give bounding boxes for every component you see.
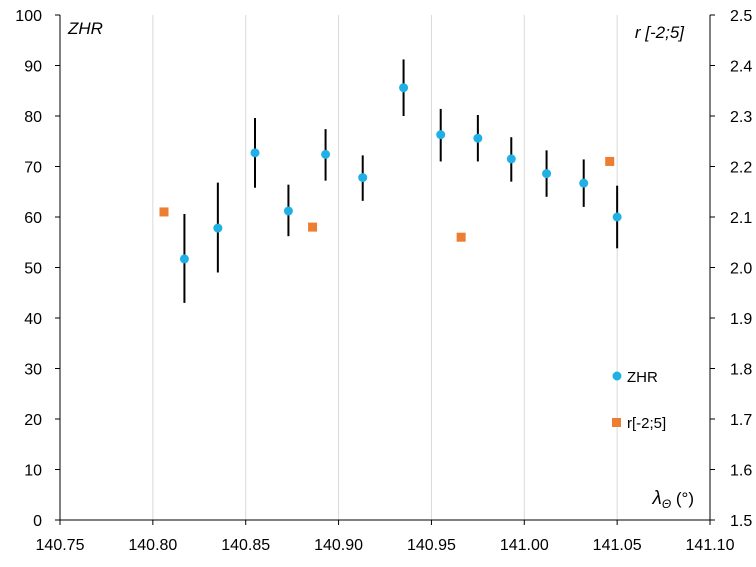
right-y-tick-label: 2.0 bbox=[730, 261, 752, 278]
x-tick-label: 140.85 bbox=[221, 537, 270, 554]
zhr-data-point bbox=[321, 149, 331, 159]
left-y-tick-label: 20 bbox=[24, 412, 42, 429]
zhr-data-point bbox=[213, 223, 223, 233]
right-y-tick-label: 1.8 bbox=[730, 362, 752, 379]
right-y-tick-label: 2.4 bbox=[730, 59, 752, 76]
legend-marker-r bbox=[612, 418, 621, 427]
right-y-tick-label: 2.3 bbox=[730, 109, 752, 126]
zhr-data-point bbox=[542, 169, 552, 179]
x-axis-title-main: λ bbox=[651, 488, 661, 509]
left-y-tick-label: 90 bbox=[24, 59, 42, 76]
right-axis-title-text: r [-2;5] bbox=[635, 23, 685, 42]
zhr-data-point bbox=[506, 154, 516, 164]
r-data-point bbox=[456, 232, 466, 242]
x-tick-label: 140.90 bbox=[314, 537, 363, 554]
data-points bbox=[159, 83, 622, 264]
right-axis-title: r [-2;5] bbox=[635, 23, 685, 42]
x-tick-label: 140.80 bbox=[128, 537, 177, 554]
left-y-tick-label: 10 bbox=[24, 463, 42, 480]
left-y-tick-labels: 0 10 20 30 40 50 60 70 80 90 100 bbox=[15, 8, 42, 530]
left-y-tick-label: 70 bbox=[24, 160, 42, 177]
x-tick-label: 140.75 bbox=[36, 537, 85, 554]
left-y-tick-label: 60 bbox=[24, 210, 42, 227]
r-data-point bbox=[308, 222, 318, 232]
x-axis-title: λΘ (°) bbox=[651, 488, 694, 511]
plot-background bbox=[60, 15, 710, 520]
zhr-data-point bbox=[399, 83, 409, 93]
legend-marker-zhr bbox=[612, 371, 622, 381]
r-data-point bbox=[605, 156, 615, 166]
right-y-tick-labels: 1.5 1.6 1.7 1.8 1.9 2.0 2.1 2.2 2.3 2.4 2.5 bbox=[730, 8, 752, 530]
left-y-tick-label: 50 bbox=[24, 261, 42, 278]
zhr-data-point bbox=[250, 148, 260, 158]
left-y-tick-label: 100 bbox=[15, 8, 42, 25]
zhr-data-point bbox=[358, 173, 368, 183]
right-y-tick-label: 2.5 bbox=[730, 8, 752, 25]
x-tick-label: 141.10 bbox=[686, 537, 735, 554]
right-y-tick-label: 1.5 bbox=[730, 513, 752, 530]
legend-label-r: r[-2;5] bbox=[627, 415, 666, 432]
right-y-tick-label: 1.7 bbox=[730, 412, 752, 429]
left-axis-title: ZHR bbox=[67, 19, 103, 38]
x-tick-label: 141.05 bbox=[593, 537, 642, 554]
legend-label-zhr: ZHR bbox=[627, 369, 658, 386]
zhr-data-point bbox=[283, 206, 293, 216]
x-tick-label: 141.00 bbox=[500, 537, 549, 554]
axes bbox=[55, 14, 715, 525]
x-axis-title-unit: (°) bbox=[671, 489, 694, 508]
grid bbox=[152, 15, 618, 520]
left-y-tick-label: 80 bbox=[24, 109, 42, 126]
x-tick-label: 140.95 bbox=[407, 537, 456, 554]
left-y-tick-label: 30 bbox=[24, 362, 42, 379]
right-y-tick-label: 2.1 bbox=[730, 210, 752, 227]
zhr-data-point bbox=[612, 212, 622, 222]
r-data-point bbox=[159, 207, 169, 217]
legend: ZHR r[-2;5] bbox=[612, 369, 666, 432]
x-tick-labels: 140.75 140.80 140.85 140.90 140.95 141.00 141.… bbox=[36, 537, 735, 554]
right-y-tick-label: 1.9 bbox=[730, 311, 752, 328]
left-y-tick-label: 0 bbox=[33, 513, 42, 530]
zhr-data-point bbox=[579, 178, 589, 188]
zhr-data-point bbox=[179, 254, 189, 264]
right-y-tick-label: 2.2 bbox=[730, 160, 752, 177]
zhr-data-point bbox=[473, 133, 483, 143]
x-axis-title-sub: Θ bbox=[662, 497, 671, 511]
right-y-tick-label: 1.6 bbox=[730, 463, 752, 480]
left-y-tick-label: 40 bbox=[24, 311, 42, 328]
zhr-data-point bbox=[436, 130, 446, 140]
